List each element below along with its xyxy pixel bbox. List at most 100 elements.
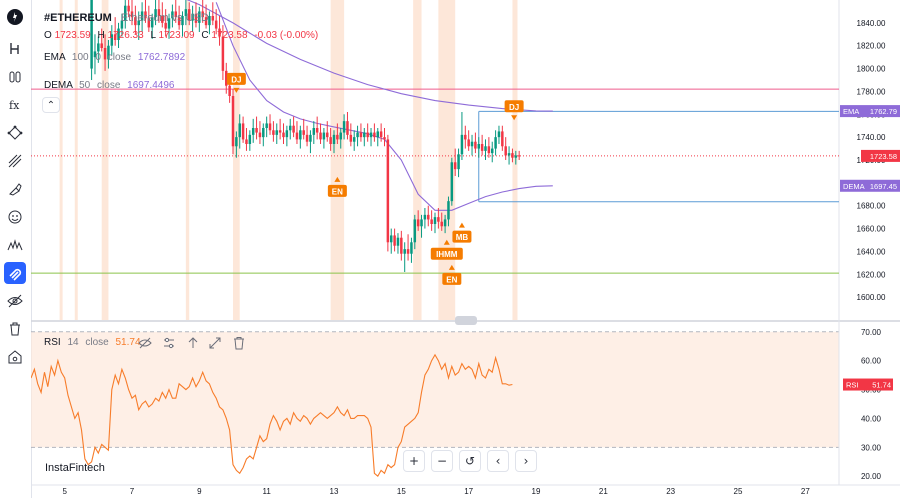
candle-body — [161, 16, 164, 23]
cursor-icon[interactable] — [4, 38, 26, 60]
candle-body — [184, 9, 188, 16]
low-value: 1723.09 — [158, 30, 195, 41]
candle — [457, 148, 460, 178]
candle — [339, 128, 342, 149]
candle — [332, 130, 336, 154]
candle-body — [329, 137, 332, 144]
trash-icon[interactable] — [4, 318, 26, 340]
candle-body — [292, 125, 295, 133]
candle — [110, 25, 114, 55]
dema-legend[interactable]: DEMA 50 close 1697.4496 — [44, 80, 174, 91]
candle-body — [467, 139, 470, 147]
candle — [140, 2, 144, 32]
candle-body — [90, 0, 93, 69]
candle-body — [97, 43, 100, 52]
candle-body — [363, 132, 366, 138]
marker-badge — [452, 230, 472, 243]
zoom-in-button[interactable]: + — [403, 450, 425, 472]
emoji-icon[interactable] — [4, 206, 26, 228]
plus-icon: + — [408, 454, 420, 468]
candle-body — [201, 11, 204, 18]
high-value: 1726.33 — [107, 30, 144, 41]
candle-body — [490, 148, 494, 154]
fibonacci-icon[interactable]: fx — [4, 94, 26, 116]
move-up-icon[interactable] — [184, 334, 202, 352]
candle-body — [359, 132, 363, 138]
symbol-legend: #ETHEREUM Ethereum vs USD — [44, 12, 209, 24]
ema-legend[interactable]: EMA 100 0 close 1762.7892 — [44, 52, 185, 63]
signal-marker-en[interactable]: EN — [442, 264, 462, 285]
hide-indicator-icon[interactable] — [136, 334, 154, 352]
eye-icon[interactable] — [4, 290, 26, 312]
time-tick-label: 17 — [464, 487, 473, 496]
candle — [174, 0, 178, 23]
dema-name: DEMA — [44, 80, 73, 91]
candle-body — [507, 153, 511, 156]
patterns-icon[interactable] — [4, 122, 26, 144]
candle-body — [110, 34, 114, 46]
candle — [272, 121, 275, 142]
candle — [490, 141, 494, 163]
signal-marker-dj[interactable]: DJ — [226, 72, 246, 93]
candle — [346, 112, 349, 140]
brush-icon[interactable] — [4, 178, 26, 200]
candle — [511, 148, 514, 163]
candle-body — [204, 17, 208, 26]
rsi-legend[interactable]: RSI 14 close 51.74 — [44, 337, 141, 348]
candle-body — [144, 11, 147, 19]
measure-icon[interactable] — [4, 234, 26, 256]
scroll-right-button[interactable]: › — [515, 450, 537, 472]
marker-badge — [327, 184, 347, 197]
projection-icon[interactable] — [4, 150, 26, 172]
candle — [211, 2, 215, 26]
trend-line-icon[interactable] — [4, 66, 26, 88]
axis-label-name: EMA — [843, 107, 859, 116]
maximize-icon[interactable] — [206, 334, 224, 352]
candle-body — [349, 134, 353, 142]
signal-marker-ihmm[interactable]: IHMM — [430, 239, 463, 260]
signal-marker-dj[interactable]: DJ — [504, 100, 524, 121]
candle — [507, 146, 511, 165]
reset-view-button[interactable]: ↺ — [459, 450, 481, 472]
candle-body — [251, 128, 255, 135]
candle-body — [100, 43, 103, 48]
candle-body — [420, 219, 423, 227]
candle-body — [406, 249, 410, 254]
candle-body — [356, 132, 359, 138]
time-tick-label: 7 — [130, 487, 135, 496]
candle-body — [167, 18, 171, 29]
remove-indicator-icon[interactable] — [230, 334, 248, 352]
candle-body — [427, 214, 430, 220]
candle — [336, 123, 339, 144]
candle-body — [154, 9, 157, 18]
candle — [107, 40, 110, 69]
candle-body — [484, 146, 487, 151]
session-band — [233, 0, 240, 320]
signal-marker-en[interactable]: EN — [327, 176, 347, 197]
candle — [326, 121, 329, 142]
dema-source: close — [97, 80, 121, 91]
candle-body — [373, 132, 376, 138]
dema-length: 50 — [79, 80, 91, 91]
candle — [376, 128, 380, 147]
candle — [403, 242, 406, 272]
zoom-out-button[interactable]: − — [431, 450, 453, 472]
settings-icon[interactable] — [4, 346, 26, 368]
close-value: 1723.58 — [211, 30, 248, 41]
price-chart[interactable]: DJ EN MB IHMM EN DJ 1840.00 1820.00 1800.00 1780… — [31, 0, 900, 498]
marker-label: IHMM — [436, 250, 458, 259]
candle — [265, 116, 268, 138]
candle — [275, 123, 279, 144]
candle-body — [208, 16, 211, 26]
symbol-name[interactable]: #ETHEREUM — [44, 12, 112, 24]
collapse-legend-button[interactable]: ⌃ — [42, 97, 60, 113]
magnet-icon[interactable] — [4, 262, 26, 284]
candle-body — [517, 155, 521, 157]
indicator-settings-icon[interactable] — [160, 334, 178, 352]
signal-marker-mb[interactable]: MB — [452, 222, 472, 243]
scroll-left-button[interactable]: ‹ — [487, 450, 509, 472]
logo-icon[interactable] — [4, 6, 26, 28]
candle-body — [342, 121, 346, 133]
pane-resize-handle[interactable] — [455, 316, 477, 325]
time-tick-label: 9 — [197, 487, 202, 496]
